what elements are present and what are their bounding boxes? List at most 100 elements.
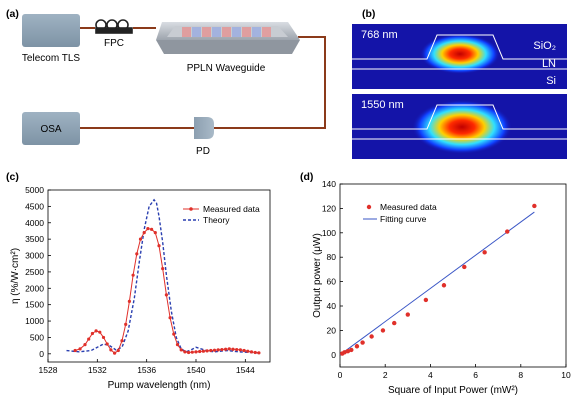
osa-label: OSA bbox=[40, 124, 61, 135]
x-tick-label: 8 bbox=[518, 370, 523, 380]
measured-point bbox=[216, 348, 220, 352]
y-tick-label: 100 bbox=[322, 228, 336, 238]
x-tick-label: 1540 bbox=[187, 365, 206, 375]
measured-point bbox=[105, 342, 109, 346]
measured-point bbox=[73, 348, 77, 353]
measured-point bbox=[90, 331, 94, 336]
measured-point bbox=[212, 348, 217, 352]
measured-point bbox=[83, 343, 87, 347]
measured-point bbox=[342, 350, 347, 355]
legend-measured-label: Measured data bbox=[380, 202, 437, 212]
tls-label: Telecom TLS bbox=[22, 53, 81, 64]
measured-point bbox=[161, 267, 165, 271]
measured-point bbox=[349, 347, 354, 353]
y-tick-label: 4500 bbox=[25, 201, 44, 211]
measured-point bbox=[249, 350, 254, 354]
measured-point bbox=[146, 227, 150, 231]
x-tick-label: 2 bbox=[383, 370, 388, 380]
fiber-3 bbox=[213, 36, 326, 129]
measured-point bbox=[116, 348, 120, 353]
waveguide-icon bbox=[156, 22, 300, 54]
measured-point bbox=[235, 347, 239, 352]
y-tick-label: 80 bbox=[327, 252, 337, 262]
series-theory-line bbox=[66, 198, 258, 354]
mode-1550-wavelength: 1550 nm bbox=[361, 99, 404, 111]
y-tick-label: 500 bbox=[30, 332, 44, 342]
y-tick-label: 3000 bbox=[25, 251, 44, 261]
legend-fit-label: Fitting curve bbox=[380, 214, 427, 224]
mode-768-wavelength: 768 nm bbox=[361, 29, 398, 41]
measured-point bbox=[246, 349, 250, 353]
panel-a-label: (a) bbox=[6, 8, 19, 20]
x-tick-label: 1528 bbox=[39, 365, 58, 375]
measured-point bbox=[124, 322, 128, 326]
measured-point bbox=[150, 227, 154, 231]
measured-point bbox=[87, 337, 91, 341]
layer-si-label: Si bbox=[546, 75, 556, 87]
x-tick-label: 1532 bbox=[88, 365, 107, 375]
measured-point bbox=[224, 347, 228, 351]
measured-point bbox=[187, 350, 191, 355]
plot-frame bbox=[339, 183, 567, 368]
panel-d-label: (d) bbox=[300, 171, 313, 183]
measured-point bbox=[238, 348, 242, 352]
measured-point bbox=[127, 299, 131, 303]
y-tick-label: 3500 bbox=[25, 234, 44, 244]
measured-point bbox=[78, 347, 82, 351]
measured-point bbox=[157, 244, 161, 248]
measured-point bbox=[172, 332, 176, 336]
y-tick-label: 4000 bbox=[25, 218, 44, 228]
measured-point bbox=[405, 312, 410, 317]
layer-ln-label: LN bbox=[542, 58, 556, 70]
measured-point bbox=[360, 340, 365, 345]
x-tick-label: 1544 bbox=[236, 365, 255, 375]
y-tick-label: 5000 bbox=[25, 185, 44, 195]
measured-point bbox=[175, 343, 180, 347]
measured-point bbox=[532, 203, 537, 209]
y-tick-label: 0 bbox=[39, 349, 44, 359]
x-tick-label: 4 bbox=[428, 370, 433, 380]
measured-point bbox=[135, 252, 139, 256]
x-tick-label: 1536 bbox=[137, 365, 156, 375]
mode-profile-1550 bbox=[352, 94, 567, 159]
layer-sio2-label: SiO₂ bbox=[533, 40, 556, 52]
y-tick-label: 2000 bbox=[25, 283, 44, 293]
x-axis-label: Square of Input Power (mW²) bbox=[388, 385, 518, 396]
y-tick-label: 1500 bbox=[25, 300, 44, 310]
x-tick-label: 0 bbox=[338, 370, 343, 380]
measured-point bbox=[190, 350, 194, 354]
measured-point bbox=[183, 350, 187, 354]
y-tick-label: 140 bbox=[322, 179, 336, 189]
measured-point bbox=[220, 347, 224, 352]
chart-efficiency: 1528 1532 1536 1540 1544 0 500 1000 1500 2000 2500… bbox=[10, 185, 271, 391]
measured-point bbox=[101, 335, 106, 340]
fpc-icon bbox=[95, 19, 133, 34]
y-tick-label: 40 bbox=[327, 301, 337, 311]
y-tick-label: 60 bbox=[327, 277, 337, 287]
x-axis-label: Pump wavelength (nm) bbox=[108, 380, 211, 391]
measured-point bbox=[441, 283, 447, 288]
measured-point bbox=[168, 316, 172, 320]
mode-profile-768 bbox=[352, 24, 567, 89]
measured-point bbox=[131, 273, 135, 277]
measured-point bbox=[345, 348, 351, 354]
y-tick-label: 20 bbox=[327, 325, 337, 335]
legend-measured-marker bbox=[189, 207, 193, 211]
series-fit-line bbox=[339, 211, 535, 356]
measured-point bbox=[194, 350, 198, 354]
waveguide-label: PPLN Waveguide bbox=[187, 63, 266, 74]
pd-label: PD bbox=[196, 146, 210, 157]
plot-frame bbox=[47, 189, 271, 363]
measured-point bbox=[505, 229, 510, 234]
measured-point bbox=[142, 230, 146, 235]
measured-point bbox=[205, 349, 209, 353]
measured-point bbox=[98, 330, 102, 334]
measured-point bbox=[164, 293, 168, 297]
measured-point bbox=[153, 230, 157, 235]
measured-point bbox=[179, 348, 183, 352]
legend-theory-label: Theory bbox=[203, 215, 230, 225]
y-axis-label: Output power (μW) bbox=[312, 233, 323, 318]
measured-point bbox=[253, 350, 257, 355]
y-axis-label: η (%/W·cm²) bbox=[10, 248, 21, 304]
